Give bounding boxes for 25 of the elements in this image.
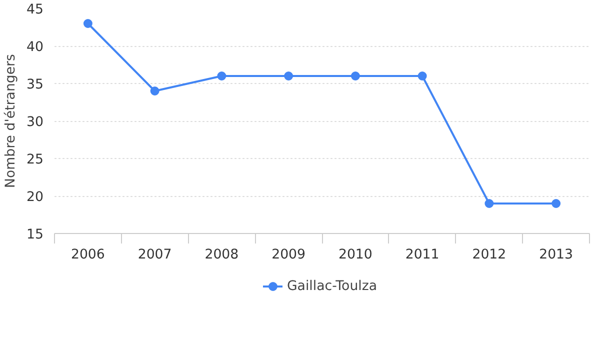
y-tick-label: 15: [26, 228, 44, 242]
x-tick-label: 2011: [405, 248, 440, 262]
y-tick-label: 30: [26, 115, 44, 130]
point: [350, 72, 360, 80]
x-tick-label: 2008: [204, 248, 239, 262]
x-tick-label: 2006: [70, 248, 105, 262]
y-tick-label: 45: [26, 2, 44, 18]
legend-label: Gaillac-Toulza: [286, 278, 378, 294]
point: [284, 72, 294, 80]
y-tick-label: 35: [26, 78, 44, 92]
point: [217, 72, 226, 80]
point: [150, 86, 160, 96]
point: [83, 19, 92, 28]
x-tick-label: 2013: [539, 248, 574, 262]
x-tick-label: 2007: [138, 248, 172, 262]
point: [418, 72, 427, 80]
x-tick-label: 2010: [338, 248, 372, 262]
x-tick-label: 2009: [272, 248, 306, 262]
x-tick-label: 2012: [472, 248, 506, 262]
y-tick-label: 20: [26, 190, 44, 205]
y-tick-label: 25: [26, 152, 44, 168]
point: [552, 199, 561, 208]
y-axis-title: Nombre d'étrangers: [4, 54, 19, 188]
point: [484, 199, 494, 208]
y-tick-label: 40: [26, 40, 44, 55]
